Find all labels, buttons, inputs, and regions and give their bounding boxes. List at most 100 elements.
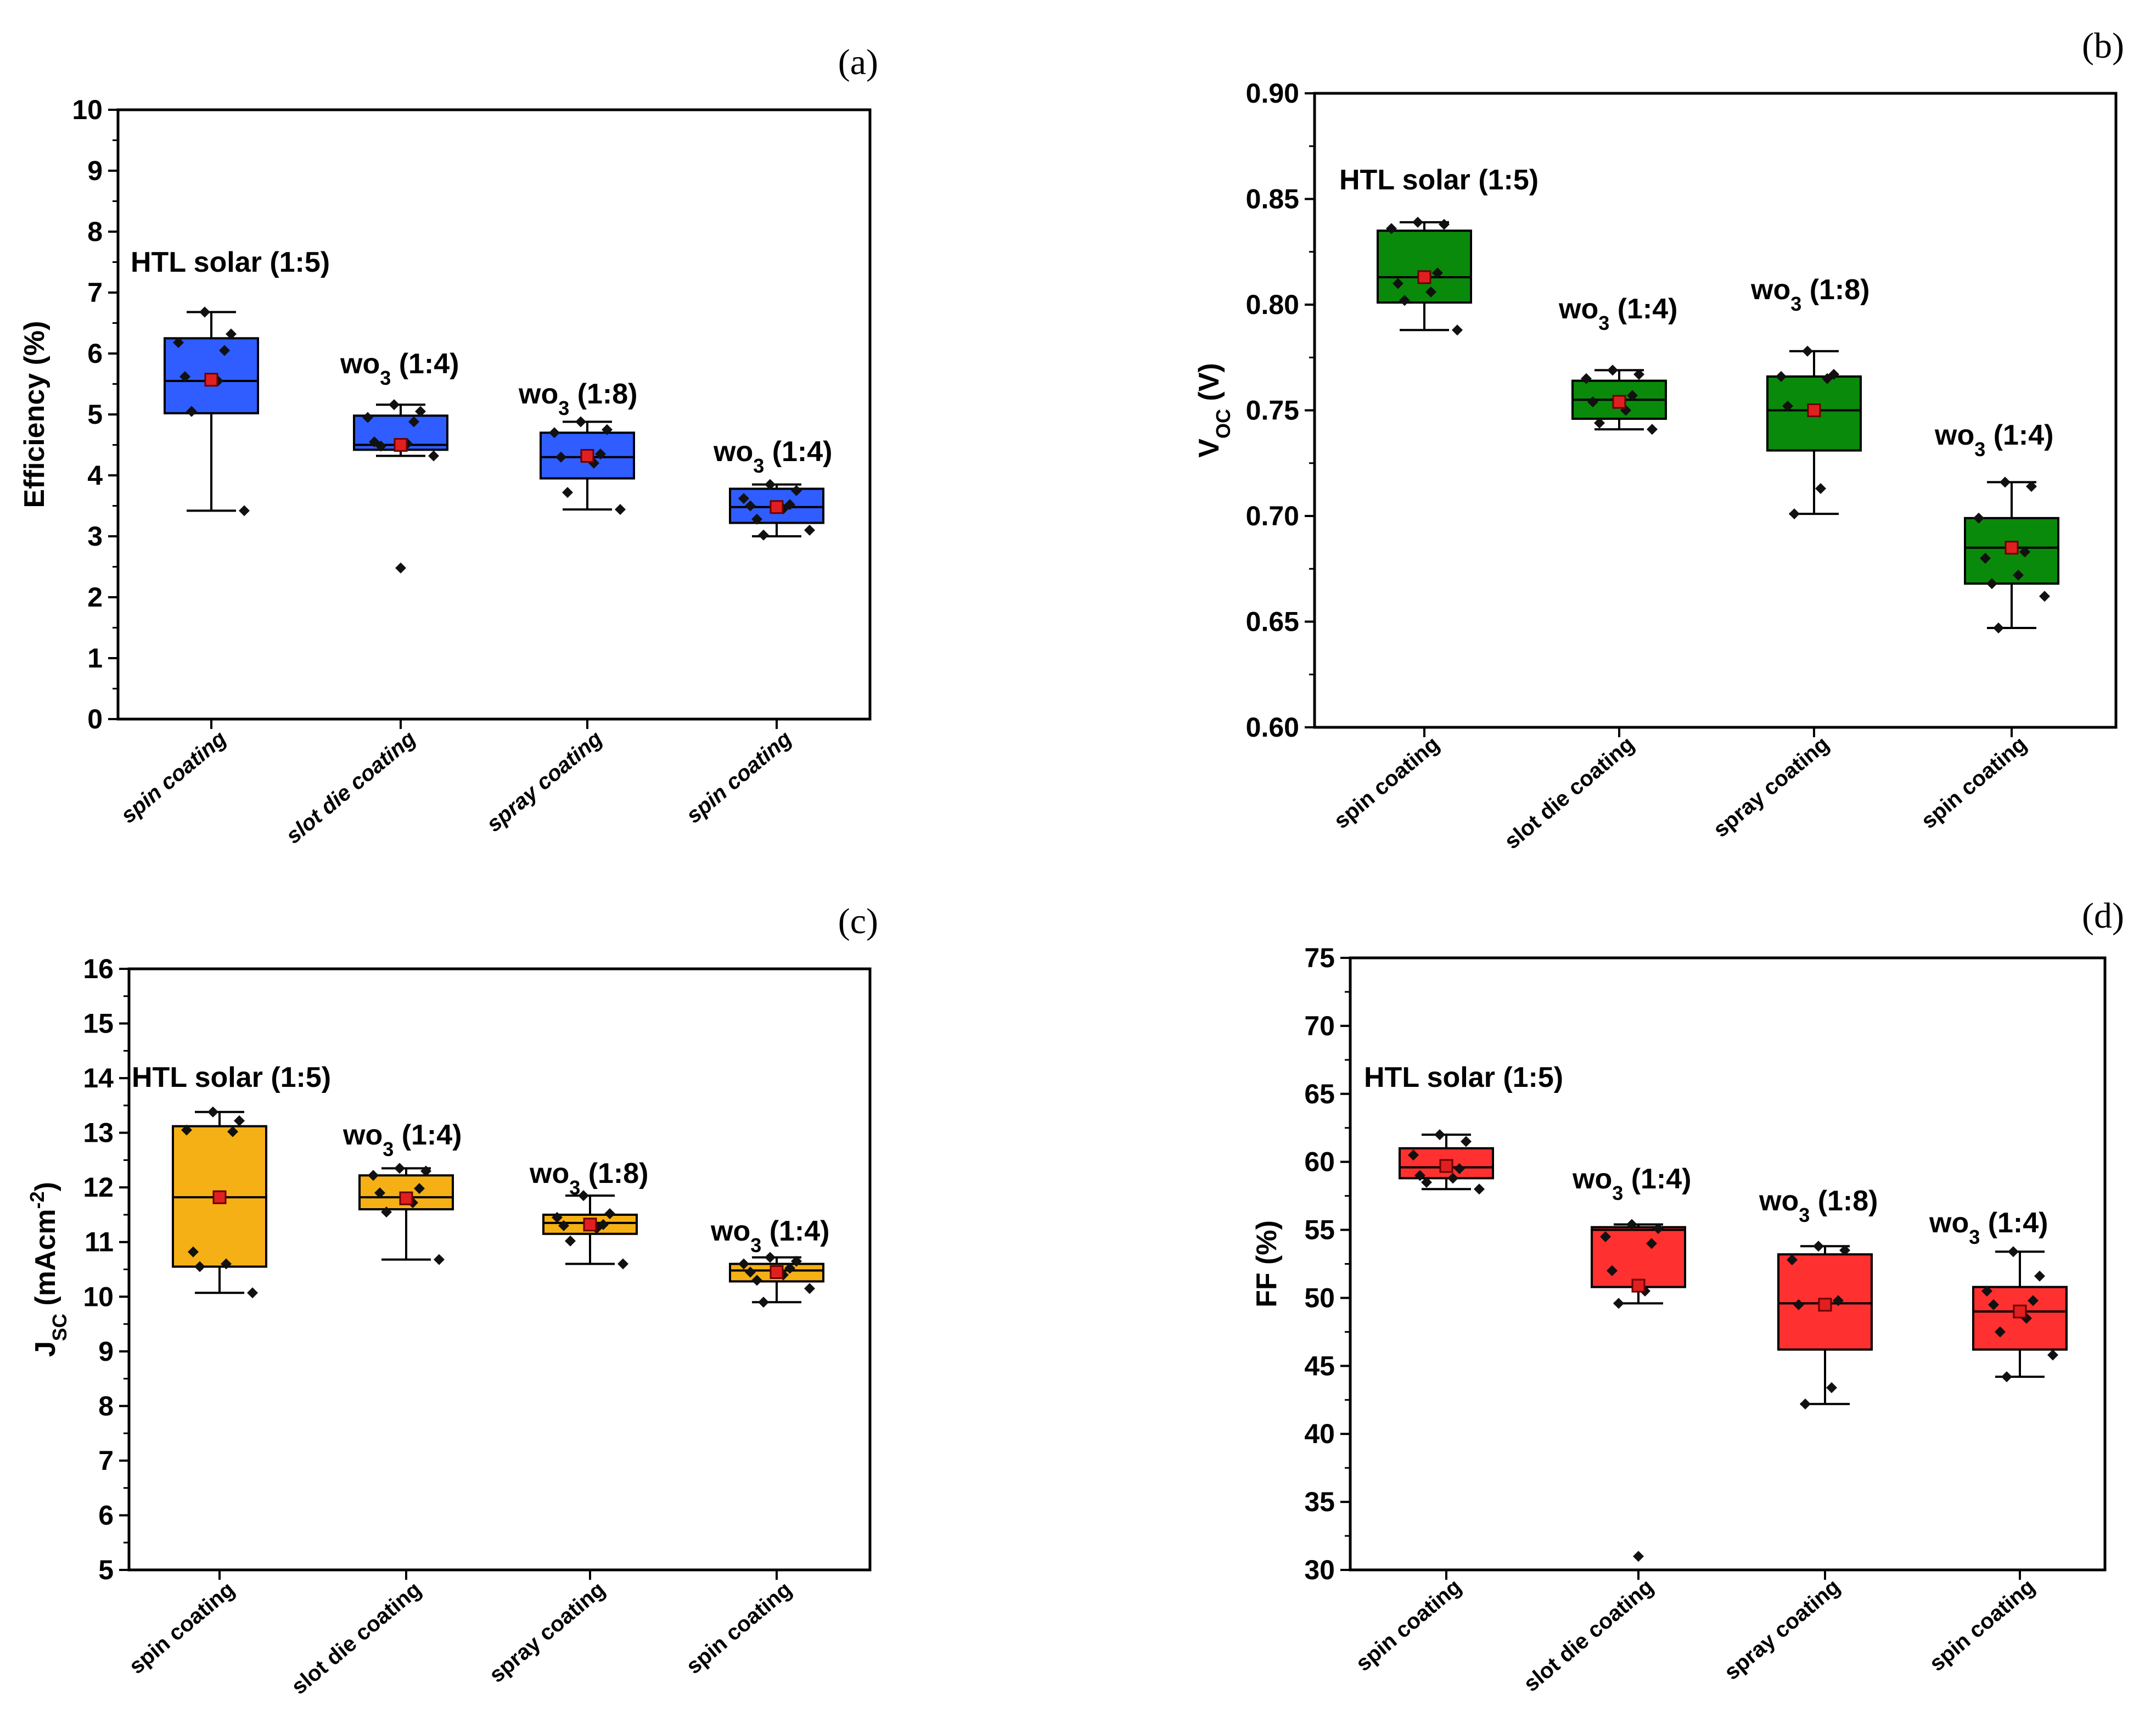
data-point [1633, 369, 1644, 380]
data-point [1787, 1254, 1798, 1266]
data-point [1581, 373, 1592, 384]
y-tick-label: 40 [1304, 1418, 1335, 1449]
y-tick-label: 10 [72, 94, 103, 125]
data-point [617, 1258, 628, 1270]
mean-marker [1631, 1278, 1646, 1293]
data-point [188, 1246, 199, 1258]
y-tick-label: 0.85 [1246, 184, 1299, 215]
data-point [381, 1206, 392, 1218]
y-tick-label: 7 [87, 277, 103, 308]
y-tick-label: 13 [83, 1118, 114, 1148]
y-tick-label: 4 [87, 460, 103, 491]
y-tick-label: 2 [87, 582, 103, 613]
data-point [804, 1283, 815, 1294]
group-label-main: wo [529, 1158, 569, 1190]
y-tick-label: 1 [87, 643, 103, 674]
box-iqr [1377, 229, 1472, 304]
data-point [1826, 1382, 1837, 1393]
data-point [555, 451, 566, 463]
x-category-label: slot die coating [282, 726, 420, 848]
y-tick-label: 6 [98, 1500, 114, 1530]
data-point [173, 337, 184, 349]
y-axis-title-suffix: (mAcm [30, 1209, 61, 1314]
data-point [1600, 1231, 1611, 1242]
data-point [1421, 1176, 1432, 1188]
data-point [394, 1163, 405, 1174]
group-label: wo3 (1:4) [1929, 1207, 2048, 1248]
data-point [428, 450, 439, 462]
group-label: wo3 (1:4) [340, 348, 459, 389]
data-point [558, 1220, 569, 1231]
group-label-suffix: (1:4) [394, 1119, 462, 1151]
y-tick-label: 0.75 [1246, 395, 1299, 426]
data-point [2019, 546, 2030, 558]
group-label-suffix: (1:4) [1623, 1163, 1691, 1195]
mean-marker [2005, 541, 2019, 555]
mean-marker [580, 448, 594, 463]
data-point [374, 1187, 385, 1199]
y-tick-label: 0.70 [1246, 501, 1299, 531]
y-tick-label: 0.90 [1246, 78, 1299, 109]
x-category-label: spray coating [1720, 1574, 1845, 1685]
x-category-label: spray coating [1709, 732, 1834, 842]
data-point [751, 1275, 762, 1286]
panel-label: (d) [2082, 896, 2124, 936]
x-category-label: spin coating [682, 726, 796, 828]
data-point [1439, 218, 1450, 230]
data-point [239, 505, 250, 517]
group-label: wo3 (1:4) [1934, 419, 2054, 461]
group-label-main: wo [343, 1119, 383, 1151]
data-point [2001, 1371, 2012, 1383]
y-tick-label: 10 [83, 1281, 114, 1312]
y-tick-label: 9 [87, 155, 103, 186]
group-label-sub: 3 [1612, 1182, 1623, 1204]
data-point [1587, 396, 1598, 408]
mean-marker [204, 373, 218, 387]
outlier-point [1633, 1551, 1644, 1562]
data-point [615, 504, 626, 515]
data-point [247, 1287, 258, 1299]
data-point [1815, 483, 1826, 494]
y-tick-label: 16 [83, 953, 114, 984]
y-tick-label: 12 [83, 1172, 114, 1203]
x-category-label: spray coating [485, 1577, 610, 1687]
data-point [1995, 1326, 2006, 1338]
group-label-sub: 3 [753, 455, 764, 477]
data-point [1408, 1149, 1419, 1161]
data-point [1782, 400, 1793, 412]
group-label-main: wo [1759, 1185, 1799, 1217]
data-point [227, 1126, 238, 1137]
outlier-point [395, 562, 406, 574]
group-label-sub: 3 [750, 1234, 761, 1256]
group-label: HTL solar (1:5) [131, 246, 330, 278]
axes-frame [116, 108, 872, 721]
data-point [602, 424, 613, 435]
x-category-label: slot die coating [1519, 1574, 1658, 1696]
data-point [758, 1297, 769, 1308]
data-point [1980, 553, 1991, 564]
x-category-label: spin coating [125, 1577, 239, 1679]
group-label-main: wo [1558, 293, 1598, 325]
y-tick-label: 3 [87, 521, 103, 552]
group-label-suffix: (1:4) [1609, 293, 1677, 325]
data-point [751, 513, 762, 525]
mean-marker [770, 500, 784, 514]
data-point [434, 1254, 445, 1265]
group-label: wo3 (1:4) [713, 436, 833, 477]
data-point [181, 1124, 192, 1136]
group-label: wo3 (1:8) [529, 1158, 649, 1199]
group-label-suffix: (1:4) [391, 348, 459, 380]
group-label-sub: 3 [1598, 312, 1609, 334]
y-tick-label: 11 [85, 1227, 114, 1258]
data-point [758, 529, 769, 541]
data-point [362, 412, 373, 423]
y-tick-label: 15 [83, 1008, 114, 1039]
group-label-suffix: (1:4) [1985, 419, 2053, 451]
y-tick-label: 6 [87, 338, 103, 369]
group-label-sub: 3 [558, 397, 569, 419]
data-point [549, 427, 560, 439]
y-tick-label: 50 [1304, 1282, 1335, 1313]
data-point [1412, 216, 1423, 228]
x-category-label: spin coating [116, 726, 231, 828]
